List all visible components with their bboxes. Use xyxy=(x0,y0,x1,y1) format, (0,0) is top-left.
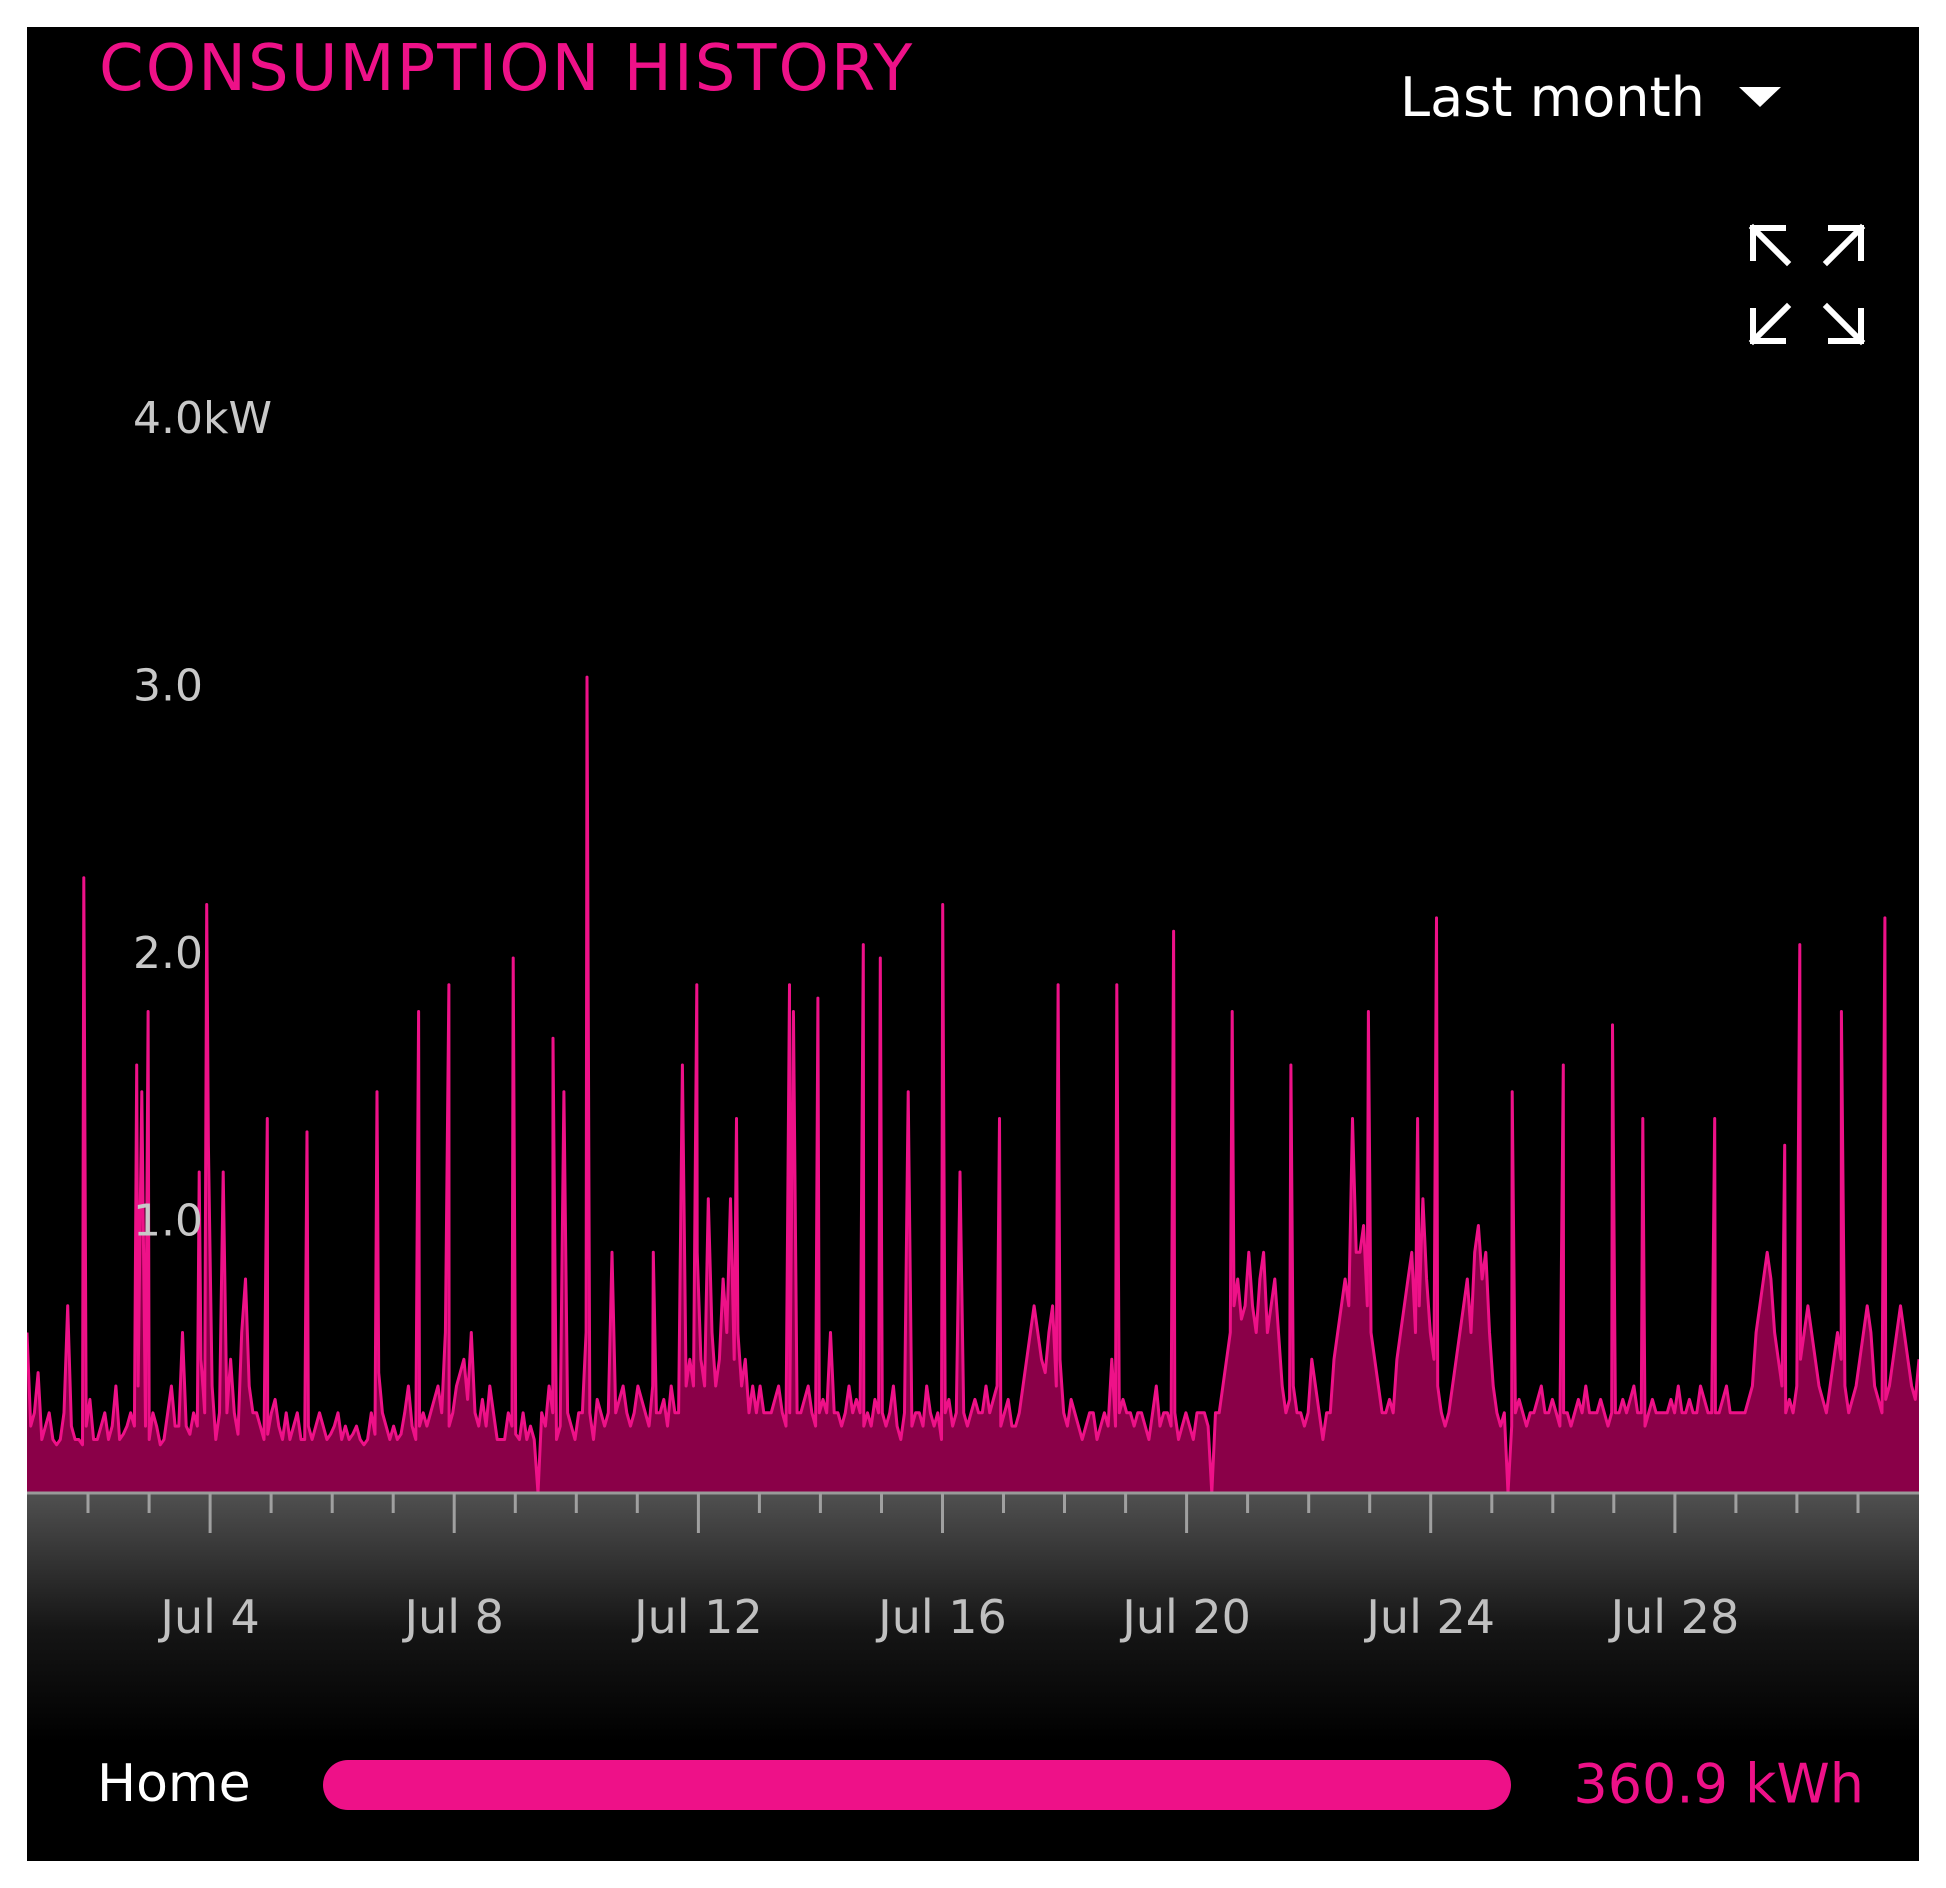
legend-value: 360.9 kWh xyxy=(1573,1752,1864,1816)
series-line-home xyxy=(27,675,1919,1495)
legend-bar-track xyxy=(323,1760,1511,1810)
y-tick-label: 2.0 xyxy=(133,928,203,979)
y-tick-label: 1.0 xyxy=(133,1196,203,1247)
x-tick-label: Jul 24 xyxy=(1363,1590,1495,1644)
caret-down-icon xyxy=(1738,87,1781,107)
consumption-history-panel: 1.0 2.0 3.0 4.0kW Jul 4 Jul 8 Jul 12 Jul 16 Jul… xyxy=(27,27,1919,1861)
consumption-chart: 1.0 2.0 3.0 4.0kW Jul 4 Jul 8 Jul 12 Jul 16 Jul… xyxy=(27,393,1919,1743)
legend-label: Home xyxy=(97,1754,251,1814)
expand-icon[interactable] xyxy=(1747,222,1867,347)
series-area-home xyxy=(27,677,1919,1493)
period-dropdown[interactable]: Last month xyxy=(1400,57,1781,137)
x-axis-band xyxy=(27,1493,1919,1743)
y-tick-label: 3.0 xyxy=(133,661,203,712)
legend-bar xyxy=(323,1760,1511,1810)
x-tick-label: Jul 8 xyxy=(402,1590,504,1644)
x-tick-label: Jul 16 xyxy=(875,1590,1007,1644)
y-tick-label: 4.0kW xyxy=(133,393,272,444)
period-dropdown-label: Last month xyxy=(1400,65,1705,129)
x-tick-label: Jul 28 xyxy=(1608,1590,1740,1644)
page-title: CONSUMPTION HISTORY xyxy=(99,32,915,106)
x-tick-label: Jul 4 xyxy=(157,1590,259,1644)
x-tick-label: Jul 20 xyxy=(1119,1590,1251,1644)
x-tick-label: Jul 12 xyxy=(631,1590,763,1644)
